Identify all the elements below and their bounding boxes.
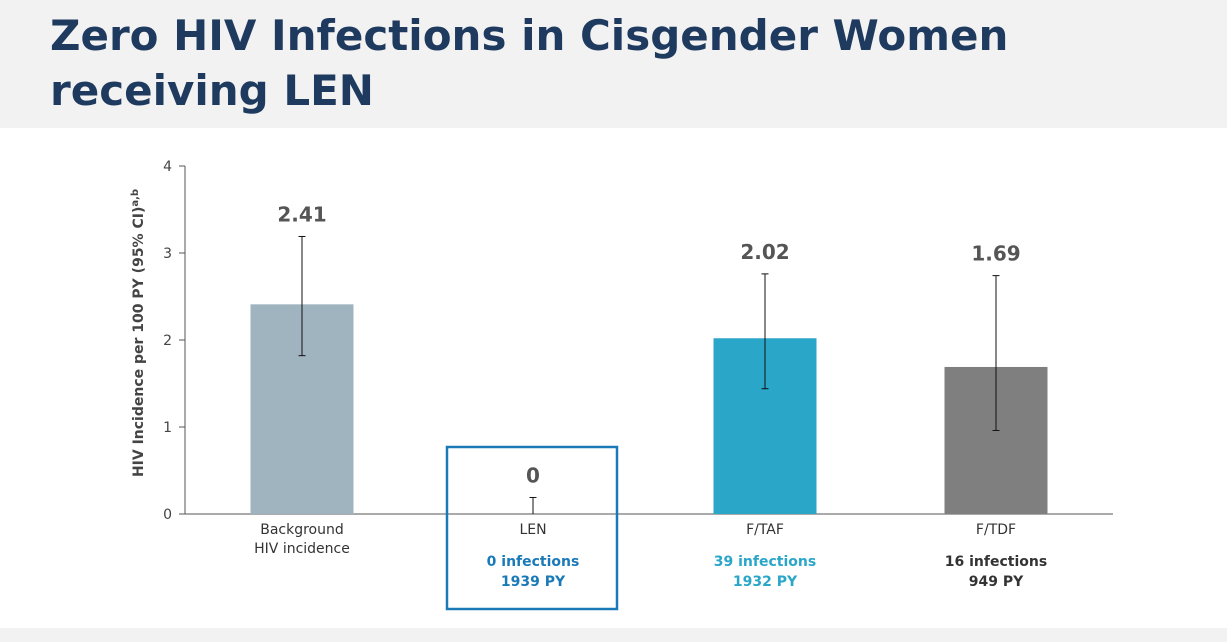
x-tick-label: HIV incidence	[254, 541, 350, 557]
x-tick-label: F/TAF	[746, 522, 784, 538]
y-tick-label: 1	[163, 420, 172, 436]
page-title: Zero HIV Infections in Cisgender Women r…	[50, 11, 1009, 115]
infections-count: 0 infections	[487, 554, 580, 570]
y-tick-label: 4	[163, 159, 172, 175]
data-label: 0	[526, 463, 540, 487]
x-tick-label: LEN	[519, 522, 546, 538]
highlight-box	[445, 445, 619, 611]
x-tick-label: Background	[260, 522, 344, 538]
person-years: 949 PY	[969, 574, 1024, 590]
y-tick-label: 3	[163, 246, 172, 262]
y-tick-label: 0	[163, 507, 172, 523]
y-axis-label: HIV Incidence per 100 PY (95% CI)a,b	[130, 189, 148, 477]
title-band: Zero HIV Infections in Cisgender Women r…	[0, 0, 1227, 128]
footer-band	[0, 628, 1227, 642]
y-axis-label-text: HIV Incidence per 100 PY (95% CI)	[131, 207, 147, 477]
x-tick-label: F/TDF	[976, 522, 1016, 538]
infections-count: 16 infections	[945, 554, 1047, 570]
person-years: 1939 PY	[501, 574, 566, 590]
y-axis-label-superscript: a,b	[130, 189, 141, 207]
infections-count: 39 infections	[714, 554, 816, 570]
y-tick-label: 2	[163, 333, 172, 349]
data-label: 2.02	[740, 240, 789, 264]
data-label: 1.69	[971, 242, 1020, 266]
data-label: 2.41	[277, 202, 326, 226]
person-years: 1932 PY	[733, 574, 798, 590]
